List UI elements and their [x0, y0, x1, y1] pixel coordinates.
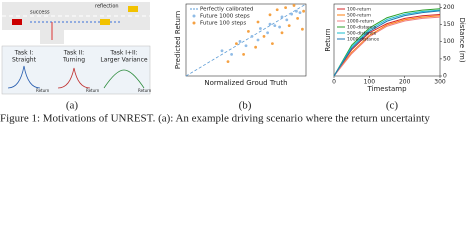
scatter-point — [256, 38, 260, 42]
scatter-point — [268, 22, 272, 26]
panel-label: (a) — [66, 100, 79, 112]
calibration-line — [185, 3, 307, 77]
scatter-point — [230, 53, 234, 56]
legend-label: 1000-return — [347, 19, 374, 25]
caption: Figure 1: Motivations of UNREST. (a): An… — [0, 113, 430, 125]
car — [12, 19, 22, 25]
y2-tick-label: 50 — [443, 55, 451, 62]
scatter-point — [301, 27, 304, 31]
scatter-point — [290, 12, 293, 16]
task-subtitle: Straight — [12, 57, 37, 64]
scatter-point — [268, 13, 272, 17]
scatter-point — [238, 40, 242, 43]
legend-marker — [192, 14, 196, 18]
scatter-point — [273, 24, 277, 27]
scatter-point — [220, 49, 224, 53]
y-axis-label: Predicted Return — [174, 11, 182, 69]
figure: success reflection Task I: Straight Task… — [0, 2, 466, 125]
x-axis-label: Timestamp — [366, 85, 407, 93]
scatter-point — [259, 27, 262, 30]
line-series — [333, 16, 441, 77]
line-series — [333, 9, 441, 77]
scatter-point — [275, 8, 279, 12]
scatter-point — [284, 6, 287, 9]
scatter-point — [266, 31, 269, 35]
road-label: reflection — [95, 4, 119, 10]
scatter-point — [256, 20, 260, 24]
y2-axis-label: Distance (m) — [458, 17, 466, 62]
legend-label: 500-return — [347, 13, 371, 19]
plot-area — [185, 3, 307, 77]
legend-marker — [192, 21, 196, 25]
legend-label: 500-distance — [347, 31, 377, 37]
task-subtitle: Larger Variance — [100, 57, 147, 64]
panel-label: (c) — [386, 100, 399, 112]
legend-label: Future 1000 steps — [200, 14, 250, 20]
x-tick-label: 200 — [399, 79, 411, 86]
scatter-point — [254, 45, 257, 49]
scatter-point — [271, 42, 274, 45]
line-series — [333, 8, 441, 77]
scatter-point — [278, 25, 281, 29]
line-series — [333, 15, 441, 77]
car — [128, 6, 138, 12]
y2-tick-label: 100 — [443, 38, 455, 45]
scatter-point — [242, 53, 246, 56]
scatter-point — [280, 31, 284, 35]
scatter-point — [235, 42, 238, 45]
distribution — [103, 69, 145, 89]
axis-label: Return — [138, 88, 152, 93]
task-title: Task II: — [63, 50, 84, 57]
scatter-point — [250, 35, 254, 38]
task-title: Task I: — [14, 50, 34, 57]
line-series — [333, 10, 441, 77]
task-subtitle: Turning — [62, 57, 85, 64]
x-tick-label: 100 — [364, 79, 376, 86]
distribution — [57, 67, 91, 89]
legend-label: 100-distance — [347, 25, 377, 31]
panel-a: success reflection Task I: Straight Task… — [1, 2, 152, 95]
legend-label: 1000-distance — [347, 37, 379, 43]
legend-label: Future 100 steps — [200, 21, 246, 27]
scatter-point — [296, 17, 299, 20]
axis-label: Return — [36, 88, 50, 93]
scatter-point — [298, 11, 302, 15]
road-label: success — [30, 10, 50, 16]
panel-label: (b) — [239, 100, 252, 112]
scatter-point — [285, 18, 289, 22]
y2-tick-label: 200 — [443, 4, 455, 11]
legend-label: 100-return — [347, 7, 371, 13]
scatter-point — [226, 60, 230, 63]
scatter-point — [280, 15, 284, 19]
task-title: Task I+II: — [109, 50, 137, 57]
scatter-point — [295, 9, 298, 13]
car — [100, 19, 110, 25]
y2-tick-label: 150 — [443, 21, 455, 28]
scatter-point — [244, 44, 248, 48]
x-tick-label: 300 — [434, 79, 446, 86]
legend-label: Perfectly calibrated — [200, 7, 253, 13]
scatter-point — [302, 9, 305, 13]
scatter-point — [287, 24, 291, 27]
plot-area — [333, 3, 441, 77]
x-axis-label: Normalized Groud Truth — [204, 79, 287, 87]
y2-tick-label: 0 — [443, 73, 447, 80]
distribution — [7, 65, 41, 89]
scatter-point — [292, 4, 296, 7]
scatter-point — [262, 35, 266, 38]
line-series — [333, 13, 441, 77]
x-tick-label: 0 — [332, 79, 336, 86]
axis-label: Return — [86, 88, 100, 93]
scatter-point — [247, 29, 250, 33]
y-axis-label: Return — [324, 28, 332, 51]
